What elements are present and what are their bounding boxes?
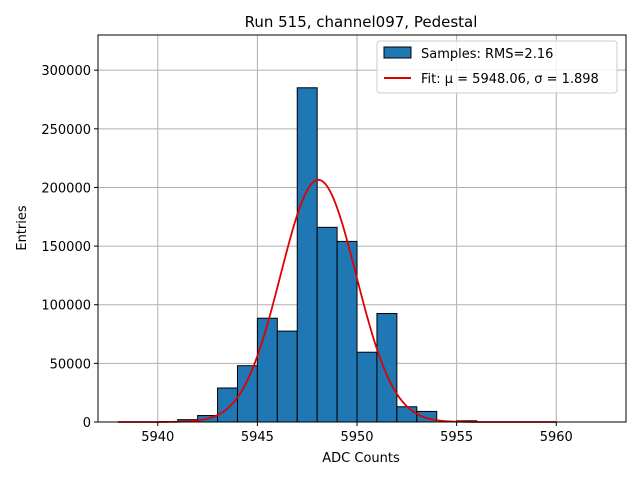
axes-frame [97, 34, 627, 423]
histogram-bar [256, 317, 278, 423]
y-tick-label: 50000 [50, 357, 91, 372]
y-tick-label: 250000 [41, 123, 91, 138]
legend-frame [376, 40, 618, 94]
legend: Samples: RMS=2.16 Fit: μ = 5948.06, σ = … [376, 40, 618, 94]
y-axis-ticks: 0 50000 100000 150000 200000 250000 300000 [41, 64, 98, 431]
histogram-bar [217, 387, 238, 423]
histogram-bar [316, 226, 338, 423]
legend-histogram-label: Samples: RMS=2.16 [421, 47, 553, 62]
x-tick-label: 5940 [141, 430, 174, 445]
legend-fit-label: Fit: μ = 5948.06, σ = 1.898 [421, 72, 599, 87]
y-tick-label: 200000 [41, 181, 91, 196]
histogram-bar [276, 330, 298, 423]
x-tick-label: 5955 [440, 430, 473, 445]
y-tick-label: 0 [83, 416, 91, 431]
y-axis-label: Entries [15, 205, 30, 251]
x-axis-label: ADC Counts [322, 451, 400, 466]
y-tick-label: 300000 [41, 64, 91, 79]
histogram-bar [356, 351, 378, 423]
y-tick-label: 150000 [41, 240, 91, 255]
x-tick-label: 5945 [241, 430, 274, 445]
histogram-bar [376, 313, 398, 423]
histogram-bar [396, 406, 418, 423]
legend-histogram-swatch [383, 46, 412, 59]
x-tick-label: 5960 [540, 430, 573, 445]
y-tick-label: 100000 [41, 299, 91, 314]
x-tick-label: 5950 [340, 430, 373, 445]
x-axis-ticks: 5940 5945 5950 5955 5960 [141, 422, 573, 445]
histogram-bar [296, 87, 318, 423]
grid-lines [98, 35, 626, 423]
chart-title: Run 515, channel097, Pedestal [245, 13, 478, 31]
